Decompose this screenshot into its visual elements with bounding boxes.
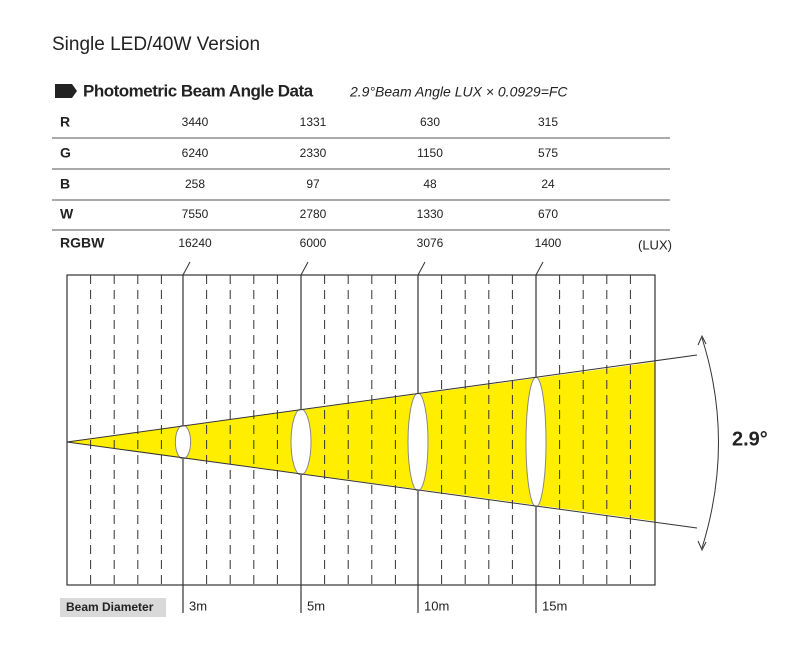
distance-label: 10m <box>424 598 449 613</box>
beam <box>67 362 655 521</box>
axis-label: Beam Diameter <box>66 600 154 614</box>
title: Single LED/40W Version <box>52 34 260 55</box>
cell: 2780 <box>300 207 327 221</box>
heading-tag <box>55 84 77 98</box>
cell: 3076 <box>417 236 444 250</box>
tick <box>182 261 191 276</box>
unit: (LUX) <box>638 237 672 252</box>
cell: 258 <box>185 177 205 191</box>
row-label: B <box>60 176 70 192</box>
cell: 1331 <box>300 115 327 129</box>
row-label: RGBW <box>60 235 105 251</box>
arrow <box>697 334 707 346</box>
cell: 97 <box>306 177 320 191</box>
cell: 16240 <box>178 236 212 250</box>
cell: 575 <box>538 146 558 160</box>
cell: 1330 <box>417 207 444 221</box>
cell: 6240 <box>182 146 209 160</box>
beam-section <box>174 424 192 460</box>
cell: 48 <box>423 177 437 191</box>
beam-edge <box>66 354 698 443</box>
beam-section <box>290 408 312 476</box>
cell: 1150 <box>417 146 443 160</box>
cell: 670 <box>538 207 558 221</box>
angle-label: 2.9° <box>732 428 768 450</box>
beam-section <box>525 376 547 508</box>
cell: 630 <box>420 115 440 129</box>
tick <box>300 261 309 276</box>
cell: 24 <box>541 177 555 191</box>
tick <box>535 261 544 276</box>
tick <box>417 261 426 276</box>
row-label: W <box>60 206 74 222</box>
distance-label: 15m <box>542 598 567 613</box>
beam-edge <box>66 441 698 529</box>
cell: 315 <box>538 115 558 129</box>
distance-label: 3m <box>189 598 207 613</box>
row-label: G <box>60 145 71 161</box>
beam-section <box>407 392 429 492</box>
angle-arc <box>701 337 719 549</box>
arrow <box>697 540 707 552</box>
cell: 7550 <box>182 207 209 221</box>
cell: 3440 <box>182 115 209 129</box>
cell: 2330 <box>300 146 327 160</box>
table: R 3440 1331 630 315 G 6240 2330 1150 575 B 258 97 48 2… <box>52 114 672 252</box>
axis-label-box <box>60 598 166 617</box>
frame <box>66 274 656 586</box>
row-label: R <box>60 114 70 130</box>
section-note: 2.9°Beam Angle LUX × 0.0929=FC <box>349 84 568 100</box>
cell: 1400 <box>535 236 562 250</box>
cell: 6000 <box>300 236 327 250</box>
distance-label: 5m <box>307 598 325 613</box>
beam-diagram: 2.9° Beam Diameter 3m 5m 10m 15m <box>60 261 768 617</box>
section-heading: Photometric Beam Angle Data <box>83 81 314 100</box>
